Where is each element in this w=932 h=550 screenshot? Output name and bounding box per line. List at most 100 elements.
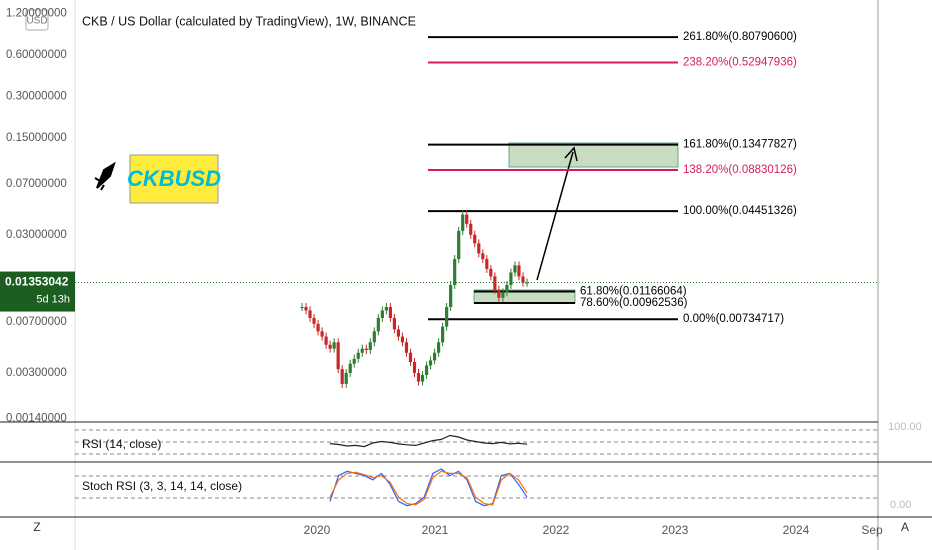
candle [477,243,481,254]
candle [416,372,421,382]
rsi-name: RSI (14, close) [82,437,161,451]
candle [356,352,360,359]
y-tick-label: 0.07000000 [6,178,67,190]
last-price-box [0,271,75,312]
candle [400,336,405,343]
candle [388,307,392,318]
candle [352,358,356,364]
candle [392,317,397,330]
candle [316,323,320,332]
badge: CKBUSD [127,166,221,191]
candle [441,326,445,343]
candle [505,284,509,293]
candle [380,310,384,318]
arrow-head [564,146,578,162]
candle [424,365,429,375]
candle [408,352,413,363]
candle [461,214,465,231]
badge-box [129,154,219,204]
currency-box[interactable] [25,9,49,31]
y-tick-label: 0.30000000 [6,91,67,103]
candle [332,342,336,349]
candle [336,342,340,370]
candle [404,342,409,353]
candle [469,223,473,235]
time-label: 2023 [662,523,689,537]
candle [304,307,308,311]
candle [412,362,417,373]
candle [513,265,517,273]
candle [445,307,449,327]
candle [428,360,433,366]
countdown: 5d 13h [36,293,70,305]
y-tick-label: 0.00140000 [6,413,67,425]
candle [485,259,489,269]
candle [320,331,324,337]
y-tick-label: 0.00700000 [6,316,67,328]
candle [396,329,401,337]
candle [449,284,453,308]
candle [509,272,513,285]
time-label: 2020 [304,523,331,537]
candle [481,253,485,260]
fib-label: 100.00%(0.04451326) [683,205,797,217]
candle [457,230,461,260]
candle [348,363,352,373]
candle [432,352,437,361]
y-tick-label: 0.03000000 [6,229,67,241]
candle [453,259,457,285]
stoch-name: Stoch RSI (3, 3, 14, 14, close) [82,479,242,493]
scale-button[interactable]: A [901,520,909,534]
candle [308,310,312,318]
rsi-top: 100.00 [888,421,922,433]
candle [489,268,493,277]
fib-label: 78.60%(0.00962536) [580,297,688,309]
candle [525,282,529,284]
currency: USD [26,16,47,27]
y-tick-label: 0.60000000 [6,49,67,61]
arrow [536,151,574,281]
candle [493,276,497,290]
fib-label: 161.80%(0.13477827) [683,139,797,151]
candle [465,214,469,224]
time-label: Sep [861,523,883,537]
fib-label: 138.20%(0.08830126) [683,164,797,176]
last-price: 0.01353042 [5,275,69,289]
candle [324,336,328,345]
y-tick-label: 0.15000000 [6,132,67,144]
candle [312,317,316,324]
candle [376,317,380,332]
y-tick-label: 1.20000000 [6,7,67,19]
rocket-icon [94,161,116,191]
candle [300,307,304,309]
scale-button[interactable]: Z [33,520,40,534]
candle [340,369,344,384]
fib-label: 261.80%(0.80790600) [683,31,797,43]
target-zone [508,142,679,168]
candle [420,374,425,382]
y-tick-label: 0.00300000 [6,367,67,379]
candle [368,342,372,350]
fib-label: 238.20%(0.52947936) [683,57,797,69]
chart-title: CKB / US Dollar (calculated by TradingVi… [82,14,416,28]
fib-label: 61.80%(0.01166064) [580,286,687,298]
candle [521,276,525,283]
candle [344,372,348,384]
candle [497,289,501,298]
candle [364,348,368,350]
time-label: 2021 [422,523,449,537]
stoch-line [329,470,528,506]
candle [360,348,364,353]
candle [437,342,441,353]
candle [384,307,388,311]
fib-label: 0.00%(0.00734717) [683,313,784,325]
candle [328,344,332,349]
candle [501,292,505,298]
candle [372,331,376,343]
time-label: 2024 [783,523,810,537]
stoch-bottom: 0.00 [890,499,911,511]
candle [517,265,521,277]
